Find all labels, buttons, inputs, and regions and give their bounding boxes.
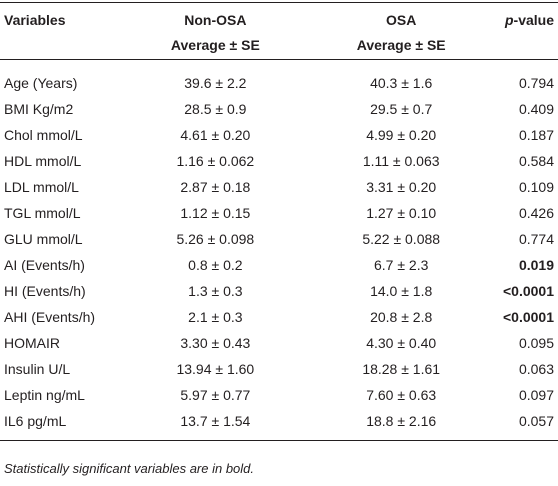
table-row: Chol mmol/L 4.61 ± 0.20 4.99 ± 0.20 0.187 bbox=[0, 122, 558, 148]
table-cell: 0.109 bbox=[518, 179, 554, 195]
header-cell: Average ± SE bbox=[170, 37, 260, 53]
table-cell: 0.019 bbox=[518, 257, 554, 273]
header-cell: Variables bbox=[4, 12, 66, 28]
table-row: HI (Events/h) 1.3 ± 0.3 14.0 ± 1.8 <0.0001 bbox=[0, 278, 558, 304]
table-cell: IL6 pg/mL bbox=[4, 413, 67, 429]
table-cell: 1.3 ± 0.3 bbox=[188, 283, 243, 299]
header-row: Average ± SE Average ± SE bbox=[0, 37, 558, 60]
table-cell: TGL mmol/L bbox=[4, 205, 81, 221]
table-cell: 20.8 ± 2.8 bbox=[370, 309, 433, 325]
table-row: Age (Years) 39.6 ± 2.2 40.3 ± 1.6 0.794 bbox=[0, 60, 558, 97]
table-header: Variables Non-OSA OSA p-value Average ± SE Av… bbox=[0, 2, 558, 60]
table-cell: Chol mmol/L bbox=[4, 127, 83, 143]
table-cell: 40.3 ± 1.6 bbox=[370, 75, 433, 91]
table-cell: 0.8 ± 0.2 bbox=[188, 257, 243, 273]
table-cell: 18.28 ± 1.61 bbox=[362, 361, 441, 377]
table-row: IL6 pg/mL 13.7 ± 1.54 18.8 ± 2.16 0.057 bbox=[0, 408, 558, 441]
table-row: HOMAIR 3.30 ± 0.43 4.30 ± 0.40 0.095 bbox=[0, 330, 558, 356]
table-cell: 13.94 ± 1.60 bbox=[176, 361, 255, 377]
table-cell: 5.22 ± 0.088 bbox=[362, 231, 441, 247]
table-row: AI (Events/h) 0.8 ± 0.2 6.7 ± 2.3 0.019 bbox=[0, 252, 558, 278]
table-row: LDL mmol/L 2.87 ± 0.18 3.31 ± 0.20 0.109 bbox=[0, 174, 558, 200]
table-cell: 29.5 ± 0.7 bbox=[370, 101, 433, 117]
header-cell bbox=[0, 37, 127, 60]
header-cell bbox=[499, 37, 558, 60]
header-cell: p-value bbox=[504, 12, 554, 28]
table-cell: 1.16 ± 0.062 bbox=[176, 153, 255, 169]
table-cell: 1.27 ± 0.10 bbox=[366, 205, 437, 221]
table-cell: 14.0 ± 1.8 bbox=[370, 283, 433, 299]
table-cell: 0.409 bbox=[518, 101, 554, 117]
table-cell: 4.99 ± 0.20 bbox=[366, 127, 437, 143]
table-row: GLU mmol/L 5.26 ± 0.098 5.22 ± 0.088 0.774 bbox=[0, 226, 558, 252]
header-cell: Non-OSA bbox=[184, 12, 247, 28]
table-cell: 7.60 ± 0.63 bbox=[366, 387, 437, 403]
table-cell: 3.30 ± 0.43 bbox=[180, 335, 251, 351]
table-row: TGL mmol/L 1.12 ± 0.15 1.27 ± 0.10 0.426 bbox=[0, 200, 558, 226]
table-cell: 5.97 ± 0.77 bbox=[180, 387, 251, 403]
table-cell: 2.87 ± 0.18 bbox=[180, 179, 251, 195]
table-cell: GLU mmol/L bbox=[4, 231, 83, 247]
table-cell: <0.0001 bbox=[503, 283, 554, 299]
table-cell: HDL mmol/L bbox=[4, 153, 82, 169]
footnote: Statistically significant variables are … bbox=[4, 461, 255, 476]
table-row: AHI (Events/h) 2.1 ± 0.3 20.8 ± 2.8 <0.0001 bbox=[0, 304, 558, 330]
table-cell: 18.8 ± 2.16 bbox=[366, 413, 437, 429]
table-cell: 0.057 bbox=[518, 413, 554, 429]
table-cell: LDL mmol/L bbox=[4, 179, 79, 195]
table-cell: AHI (Events/h) bbox=[4, 309, 96, 325]
table-cell: Age (Years) bbox=[4, 75, 78, 91]
header-row: Variables Non-OSA OSA p-value bbox=[0, 3, 558, 38]
table-cell: 5.26 ± 0.098 bbox=[176, 231, 255, 247]
table-cell: 4.30 ± 0.40 bbox=[366, 335, 437, 351]
table-cell: 0.097 bbox=[518, 387, 554, 403]
header-cell: Average ± SE bbox=[356, 37, 446, 53]
data-table: Variables Non-OSA OSA p-value Average ± SE Av… bbox=[0, 2, 558, 441]
table-body: Age (Years) 39.6 ± 2.2 40.3 ± 1.6 0.794 BMI … bbox=[0, 60, 558, 441]
table-row: BMI Kg/m2 28.5 ± 0.9 29.5 ± 0.7 0.409 bbox=[0, 96, 558, 122]
table-cell: 0.063 bbox=[518, 361, 554, 377]
table-cell: 0.774 bbox=[518, 231, 554, 247]
table-cell: 28.5 ± 0.9 bbox=[184, 101, 247, 117]
table-cell: <0.0001 bbox=[503, 309, 554, 325]
table-cell: HI (Events/h) bbox=[4, 283, 86, 299]
table-cell: HOMAIR bbox=[4, 335, 60, 351]
table-cell: 1.12 ± 0.15 bbox=[180, 205, 251, 221]
header-cell: OSA bbox=[386, 12, 417, 28]
table-cell: 13.7 ± 1.54 bbox=[180, 413, 251, 429]
table-row: Insulin U/L 13.94 ± 1.60 18.28 ± 1.61 0.063 bbox=[0, 356, 558, 382]
table-row: HDL mmol/L 1.16 ± 0.062 1.11 ± 0.063 0.584 bbox=[0, 148, 558, 174]
table-cell: 1.11 ± 0.063 bbox=[362, 153, 440, 169]
table-cell: 0.584 bbox=[518, 153, 554, 169]
table-cell: 39.6 ± 2.2 bbox=[184, 75, 247, 91]
table-cell: 2.1 ± 0.3 bbox=[188, 309, 243, 325]
table-cell: Insulin U/L bbox=[4, 361, 71, 377]
table-cell: 6.7 ± 2.3 bbox=[374, 257, 429, 273]
table-cell: 0.426 bbox=[518, 205, 554, 221]
table-cell: AI (Events/h) bbox=[4, 257, 85, 273]
table-cell: 4.61 ± 0.20 bbox=[180, 127, 251, 143]
table-cell: BMI Kg/m2 bbox=[4, 101, 74, 117]
table-cell: 0.794 bbox=[518, 75, 554, 91]
table-row: Leptin ng/mL 5.97 ± 0.77 7.60 ± 0.63 0.097 bbox=[0, 382, 558, 408]
table-cell: 0.187 bbox=[518, 127, 554, 143]
table-cell: 3.31 ± 0.20 bbox=[366, 179, 437, 195]
table-cell: Leptin ng/mL bbox=[4, 387, 85, 403]
table-cell: 0.095 bbox=[518, 335, 554, 351]
